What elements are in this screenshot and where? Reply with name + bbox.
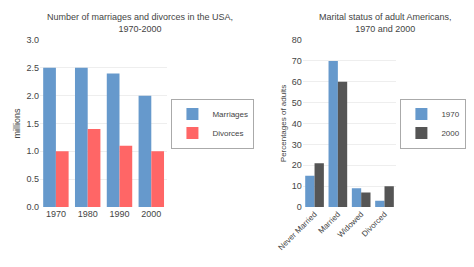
svg-text:2000: 2000 [141, 209, 161, 219]
svg-text:Marriages: Marriages [212, 110, 248, 119]
svg-text:Marital status of adult Americ: Marital status of adult Americans,1970 a… [319, 12, 452, 34]
svg-text:1970: 1970 [46, 209, 66, 219]
svg-text:2.0: 2.0 [26, 91, 39, 101]
svg-text:1980: 1980 [78, 209, 98, 219]
svg-text:2.5: 2.5 [26, 63, 39, 73]
svg-text:0.5: 0.5 [26, 174, 39, 184]
svg-text:2000: 2000 [441, 129, 459, 138]
svg-text:80: 80 [292, 35, 302, 45]
svg-text:Divorces: Divorces [212, 129, 243, 138]
svg-text:1.0: 1.0 [26, 146, 39, 156]
svg-text:1990: 1990 [109, 209, 129, 219]
svg-text:10: 10 [292, 181, 302, 191]
svg-text:millions: millions [12, 108, 22, 139]
svg-text:3.0: 3.0 [26, 35, 39, 45]
svg-text:Number of marriages and divorc: Number of marriages and divorces in the … [47, 12, 233, 34]
svg-text:Divorced: Divorced [360, 210, 389, 239]
svg-text:Never Married: Never Married [277, 210, 319, 252]
svg-text:0: 0 [297, 202, 302, 212]
svg-text:1970: 1970 [441, 110, 459, 119]
svg-text:1.5: 1.5 [26, 119, 39, 129]
svg-text:60: 60 [292, 77, 302, 87]
svg-text:20: 20 [292, 160, 302, 170]
svg-text:Widowed: Widowed [336, 210, 366, 240]
svg-text:50: 50 [292, 98, 302, 108]
svg-text:70: 70 [292, 56, 302, 66]
svg-text:Percentages of adults: Percentages of adults [279, 85, 288, 162]
svg-text:30: 30 [292, 140, 302, 150]
svg-text:Married: Married [317, 210, 343, 236]
svg-text:40: 40 [292, 119, 302, 129]
svg-text:0.0: 0.0 [26, 202, 39, 212]
